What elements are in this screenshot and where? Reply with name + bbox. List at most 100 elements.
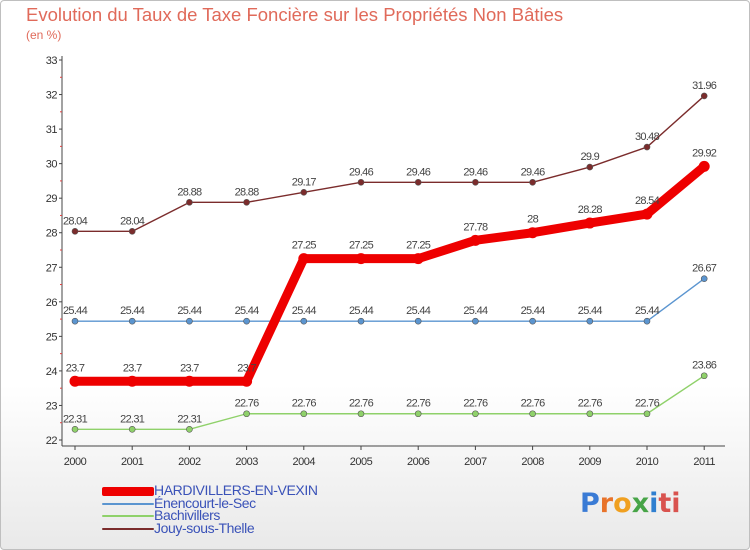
data-point-enencourt-le-sec xyxy=(643,317,651,325)
data-point-jouy-sous-thelle xyxy=(414,178,422,186)
data-label-jouy-sous-thelle: 28.04 xyxy=(63,215,88,227)
data-point-enencourt-le-sec xyxy=(529,317,536,325)
data-label-bachivillers: 22.76 xyxy=(635,398,660,410)
y-tick-label: 28 xyxy=(46,228,58,240)
data-label-hardivillers-en-vexin: 28.28 xyxy=(578,204,603,216)
x-tick-label: 2008 xyxy=(521,456,544,468)
data-label-enencourt-le-sec: 25.44 xyxy=(120,305,145,317)
y-tick-label: 31 xyxy=(46,124,58,136)
logo-letter: o xyxy=(613,488,632,519)
x-tick-label: 2010 xyxy=(636,456,659,468)
data-label-bachivillers: 23.86 xyxy=(692,360,717,372)
proxiti-logo: Proxiti xyxy=(580,488,681,519)
legend-label: Bachivillers xyxy=(154,507,220,524)
data-label-bachivillers: 22.31 xyxy=(63,413,88,425)
data-point-hardivillers-en-vexin xyxy=(412,253,424,265)
y-tick-label: 29 xyxy=(46,193,58,205)
chart-subtitle: (en %) xyxy=(26,28,62,42)
logo-letter: i xyxy=(649,488,659,519)
y-tick-label: 32 xyxy=(46,90,58,102)
data-label-enencourt-le-sec: 25.44 xyxy=(635,305,660,317)
data-point-hardivillers-en-vexin xyxy=(298,253,310,265)
series-line-hardivillers-en-vexin xyxy=(70,161,709,386)
data-label-enencourt-le-sec: 25.44 xyxy=(235,305,260,317)
data-point-jouy-sous-thelle xyxy=(586,163,594,171)
legend-label: Énencourt-le-Sec xyxy=(154,494,256,511)
data-label-jouy-sous-thelle: 31.96 xyxy=(692,80,717,92)
data-point-hardivillers-en-vexin xyxy=(69,375,81,387)
x-tick-label: 2002 xyxy=(178,456,201,468)
y-tick-label: 24 xyxy=(46,366,58,378)
data-label-hardivillers-en-vexin: 23.7 xyxy=(123,362,142,374)
data-label-enencourt-le-sec: 25.44 xyxy=(521,305,546,317)
data-point-jouy-sous-thelle xyxy=(300,189,308,196)
data-point-jouy-sous-thelle xyxy=(529,178,536,186)
data-point-bachivillers xyxy=(243,410,250,418)
data-label-jouy-sous-thelle: 30.48 xyxy=(635,131,660,143)
data-point-enencourt-le-sec xyxy=(243,317,250,325)
data-label-hardivillers-en-vexin: 23.7 xyxy=(66,362,85,374)
data-label-enencourt-le-sec: 25.44 xyxy=(578,305,603,317)
data-label-jouy-sous-thelle: 29.46 xyxy=(463,166,488,178)
data-label-hardivillers-en-vexin: 27.25 xyxy=(349,240,374,252)
data-label-enencourt-le-sec: 25.44 xyxy=(463,305,488,317)
x-tick-label: 2004 xyxy=(293,456,316,468)
data-label-bachivillers: 22.76 xyxy=(578,398,603,410)
x-tick-label: 2001 xyxy=(121,456,144,468)
data-point-hardivillers-en-vexin xyxy=(527,227,539,239)
data-point-bachivillers xyxy=(300,410,308,418)
data-point-bachivillers xyxy=(586,410,594,418)
data-label-hardivillers-en-vexin: 23.7 xyxy=(180,362,199,374)
legend-swatch xyxy=(102,502,154,505)
data-label-enencourt-le-sec: 25.44 xyxy=(349,305,374,317)
data-point-enencourt-le-sec xyxy=(700,275,708,282)
data-label-jouy-sous-thelle: 29.9 xyxy=(580,151,599,163)
legend-swatch xyxy=(102,487,154,496)
data-label-bachivillers: 22.76 xyxy=(406,398,431,410)
data-point-bachivillers xyxy=(186,425,193,433)
legend-swatch xyxy=(102,528,154,531)
data-label-bachivillers: 22.76 xyxy=(235,398,260,410)
y-tick-label: 27 xyxy=(46,262,58,274)
data-point-jouy-sous-thelle xyxy=(472,178,479,186)
data-label-enencourt-le-sec: 25.44 xyxy=(292,305,317,317)
y-tick-label: 22 xyxy=(46,435,58,447)
data-label-jouy-sous-thelle: 29.17 xyxy=(292,176,317,188)
data-point-enencourt-le-sec xyxy=(300,317,308,325)
data-label-hardivillers-en-vexin: 27.25 xyxy=(406,240,431,252)
data-point-hardivillers-en-vexin xyxy=(183,375,195,387)
data-point-bachivillers xyxy=(414,410,422,418)
y-tick-label: 30 xyxy=(46,159,58,171)
y-tick-label: 33 xyxy=(46,55,58,67)
y-tick-label: 23 xyxy=(46,400,58,412)
data-point-enencourt-le-sec xyxy=(472,317,479,325)
data-point-bachivillers xyxy=(472,410,479,418)
data-point-jouy-sous-thelle xyxy=(128,228,136,235)
data-label-bachivillers: 22.31 xyxy=(177,413,202,425)
data-point-bachivillers xyxy=(643,410,651,418)
logo-letter: r xyxy=(599,488,614,519)
data-point-jouy-sous-thelle xyxy=(243,199,250,206)
data-label-enencourt-le-sec: 25.44 xyxy=(177,305,202,317)
data-point-enencourt-le-sec xyxy=(414,317,422,325)
data-label-bachivillers: 22.31 xyxy=(120,413,145,425)
data-label-hardivillers-en-vexin: 28.54 xyxy=(635,195,660,207)
data-point-jouy-sous-thelle xyxy=(643,143,651,151)
data-point-bachivillers xyxy=(529,410,536,418)
data-label-enencourt-le-sec: 25.44 xyxy=(63,305,88,317)
data-point-bachivillers xyxy=(700,372,708,380)
data-point-hardivillers-en-vexin xyxy=(241,375,253,387)
chart-title: Evolution du Taux de Taxe Foncière sur l… xyxy=(26,4,564,25)
data-label-hardivillers-en-vexin: 27.25 xyxy=(292,240,317,252)
data-point-bachivillers xyxy=(71,425,79,433)
logo-letter: P xyxy=(580,488,600,519)
data-label-bachivillers: 22.76 xyxy=(463,398,488,410)
data-point-enencourt-le-sec xyxy=(128,317,136,325)
data-point-bachivillers xyxy=(357,410,365,418)
data-label-jouy-sous-thelle: 28.88 xyxy=(177,186,202,198)
legend-label: Jouy-sous-Thelle xyxy=(154,520,255,537)
data-label-hardivillers-en-vexin: 23.7 xyxy=(237,362,256,374)
data-label-enencourt-le-sec: 25.44 xyxy=(406,305,431,317)
data-point-bachivillers xyxy=(128,425,136,433)
data-point-jouy-sous-thelle xyxy=(186,199,193,206)
